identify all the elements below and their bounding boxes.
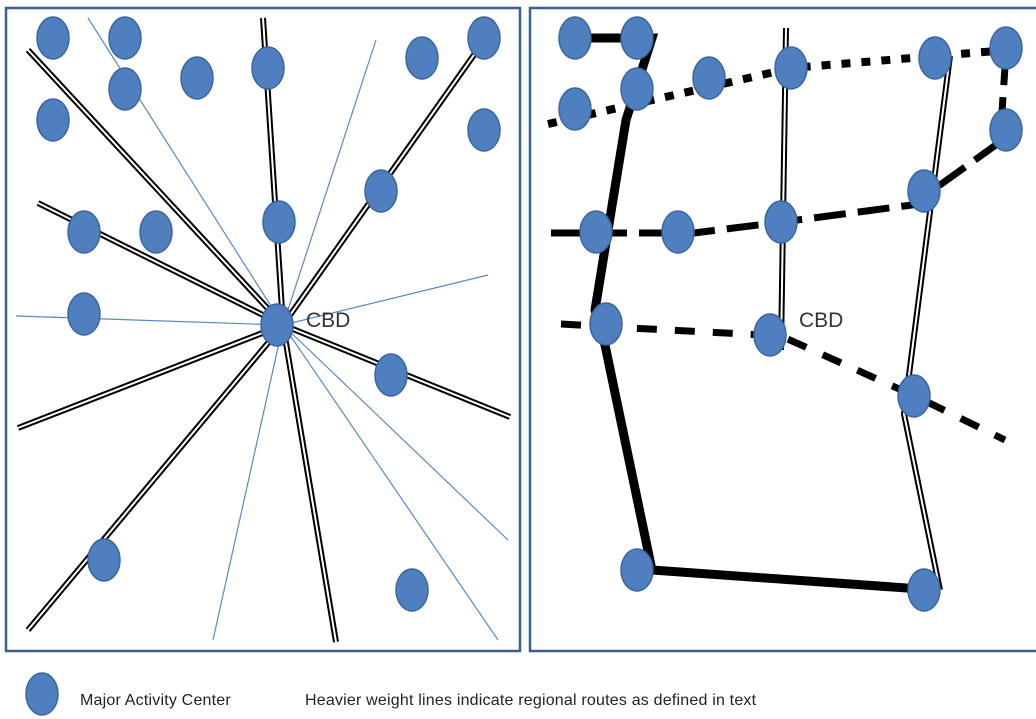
activity-center — [897, 374, 931, 418]
local-route — [282, 39, 377, 326]
activity-center — [764, 200, 798, 244]
activity-center — [620, 548, 654, 592]
radial-route-sw — [25, 323, 286, 632]
left-panel: CBD — [4, 6, 522, 653]
activity-center — [558, 16, 592, 60]
activity-center — [262, 200, 296, 244]
local-route — [282, 274, 489, 326]
activity-center — [661, 210, 695, 254]
radial-route-wsw — [16, 322, 285, 431]
activity-center — [589, 302, 623, 346]
legend-activity-center-icon — [25, 672, 59, 716]
local-route — [282, 324, 499, 641]
local-route — [15, 315, 284, 326]
right-activity-centers — [558, 16, 1023, 612]
radial-route-s — [280, 324, 339, 643]
activity-center — [907, 169, 941, 213]
activity-center — [180, 56, 214, 100]
activity-center — [139, 210, 173, 254]
activity-center — [620, 16, 654, 60]
activity-center-cbd — [753, 313, 787, 357]
activity-center — [67, 210, 101, 254]
activity-center — [918, 36, 952, 80]
activity-center — [989, 26, 1023, 70]
local-route — [212, 324, 284, 641]
radial-route-nw — [25, 47, 286, 328]
activity-center — [907, 568, 941, 612]
right-panel: CBD — [528, 6, 1036, 653]
activity-center — [67, 292, 101, 336]
activity-center — [108, 67, 142, 111]
activity-center — [87, 538, 121, 582]
activity-center — [395, 568, 429, 612]
activity-center — [558, 87, 592, 131]
activity-center — [620, 67, 654, 111]
activity-center — [989, 108, 1023, 152]
activity-center — [467, 108, 501, 152]
activity-center — [405, 36, 439, 80]
activity-center — [108, 16, 142, 60]
activity-center — [364, 169, 398, 213]
local-route — [282, 324, 509, 541]
legend-note: Heavier weight lines indicate regional r… — [305, 692, 757, 709]
activity-center-cbd — [260, 303, 294, 347]
activity-center — [692, 56, 726, 100]
left-cbd-label: CBD — [306, 309, 350, 332]
legend-item-label: Major Activity Center — [80, 692, 231, 709]
left-activity-centers — [36, 16, 501, 612]
activity-center — [374, 353, 408, 397]
activity-center — [467, 16, 501, 60]
activity-center — [251, 46, 285, 90]
activity-center — [36, 98, 70, 142]
activity-center — [36, 16, 70, 60]
activity-center — [579, 210, 613, 254]
activity-center — [774, 46, 808, 90]
right-cbd-label: CBD — [799, 309, 843, 332]
